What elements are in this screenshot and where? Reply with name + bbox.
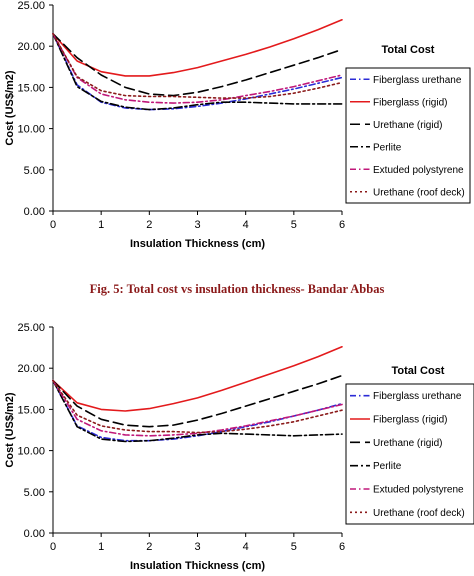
series-line-3 (52, 32, 343, 97)
x-tick-label: 3 (194, 541, 200, 553)
y-tick-label: 10.00 (17, 124, 45, 136)
y-tick-label: 0.00 (24, 528, 45, 540)
x-tick-label: 5 (291, 219, 297, 231)
legend-label: Urethane (roof deck) (373, 187, 465, 198)
legend-label: Perlite (373, 142, 402, 153)
x-tick-label: 0 (50, 541, 56, 553)
y-axis-label: Cost (US$/m2) (4, 70, 16, 146)
legend-label: Perlite (373, 461, 402, 472)
series-line-4 (52, 32, 343, 111)
legend: Fiberglass urethane Fiberglass (rigid) Ure… (345, 383, 474, 525)
x-tick-label: 2 (146, 219, 152, 231)
legend-box (345, 67, 471, 204)
y-tick-label: 20.00 (17, 41, 45, 53)
legend-label: Fiberglass (rigid) (373, 97, 447, 108)
x-tick-label: 5 (291, 541, 297, 553)
series-line-5 (52, 32, 343, 104)
series-line-4 (52, 379, 343, 443)
chart-title: Total Cost (392, 365, 445, 377)
figure-caption: Fig. 5: Total cost vs insulation thickne… (89, 282, 385, 296)
x-tick-label: 3 (194, 219, 200, 231)
legend-label: Extuded polystyrene (373, 485, 464, 496)
legend-label: Fiberglass (rigid) (373, 415, 447, 426)
legend-label: Fiberglass urethane (373, 391, 462, 402)
y-tick-label: 25.00 (17, 0, 45, 12)
series-line-2 (52, 345, 343, 412)
chart-title: Total Cost (382, 44, 435, 56)
series-line-6 (52, 379, 343, 434)
x-axis-label: Insulation Thickness (cm) (130, 560, 265, 572)
y-tick-label: 0.00 (24, 206, 45, 218)
legend-label: Urethane (rigid) (373, 438, 442, 449)
y-tick-label: 5.00 (24, 487, 45, 499)
y-tick-label: 10.00 (17, 446, 45, 458)
series-line-2 (52, 18, 343, 77)
series-line-3 (52, 374, 343, 428)
legend-label: Fiberglass urethane (373, 75, 462, 86)
x-tick-label: 1 (98, 541, 104, 553)
y-tick-label: 15.00 (17, 404, 45, 416)
legend-label: Urethane (roof deck) (373, 508, 465, 519)
y-tick-label: 25.00 (17, 322, 45, 334)
y-axis-label: Cost (US$/m2) (4, 392, 16, 468)
legend-box (345, 383, 474, 525)
x-tick-label: 4 (243, 219, 249, 231)
x-tick-label: 2 (146, 541, 152, 553)
x-tick-label: 6 (339, 219, 345, 231)
x-tick-label: 4 (243, 541, 249, 553)
legend: Fiberglass urethane Fiberglass (rigid) Ure… (345, 67, 471, 204)
x-axis-label: Insulation Thickness (cm) (130, 238, 265, 250)
legend-label: Extuded polystyrene (373, 165, 464, 176)
chart-1: 0.00 5.00 10.00 15.00 20.00 25.00 0 1 2 3 4 5 6 Insul… (4, 0, 471, 250)
x-tick-label: 6 (339, 541, 345, 553)
x-tick-label: 1 (98, 219, 104, 231)
series-line-1 (52, 379, 343, 442)
series-line-5 (52, 379, 343, 437)
legend-label: Urethane (rigid) (373, 120, 442, 131)
chart-2: 0.00 5.00 10.00 15.00 20.00 25.00 0 1 2 3 4 5 6 Insul… (4, 322, 474, 572)
x-tick-label: 0 (50, 219, 56, 231)
y-tick-label: 20.00 (17, 363, 45, 375)
y-tick-label: 5.00 (24, 165, 45, 177)
series-line-6 (52, 32, 343, 99)
y-tick-label: 15.00 (17, 82, 45, 94)
